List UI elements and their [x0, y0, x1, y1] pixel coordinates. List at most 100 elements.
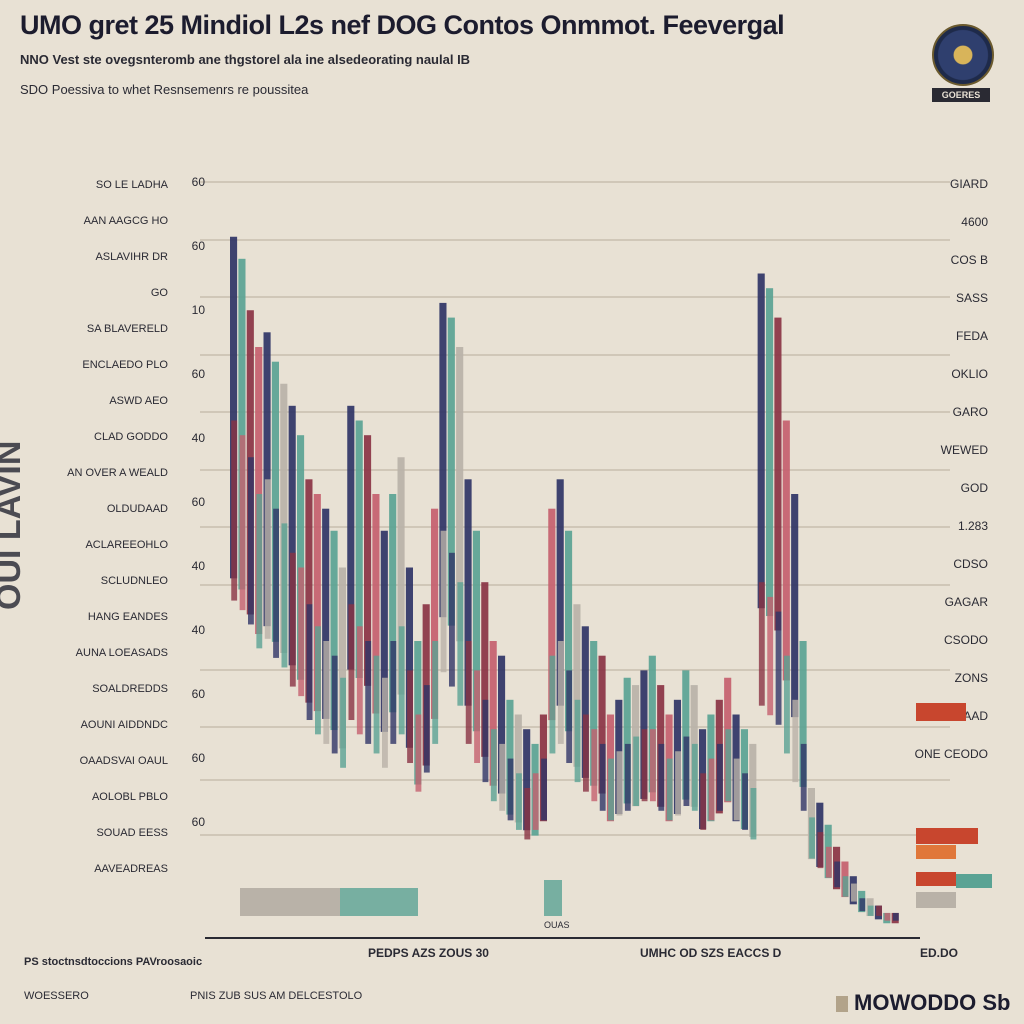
- bottom-bar-teal: [340, 888, 418, 916]
- bar-lower: [449, 552, 455, 687]
- bar-upper: [330, 530, 338, 731]
- bar-upper: [431, 508, 439, 719]
- bar-lower: [591, 729, 598, 802]
- y-tick-label: 60: [192, 495, 206, 509]
- right-tick-label: FEDA: [956, 329, 988, 343]
- bar-upper: [623, 677, 631, 804]
- left-tick-label: HANG EANDES: [88, 611, 168, 623]
- bar-lower: [541, 758, 547, 821]
- bar-upper: [757, 273, 765, 609]
- bar-lower: [306, 604, 313, 721]
- bar-upper: [297, 435, 305, 680]
- bar-upper: [389, 494, 397, 713]
- bar-lower: [608, 758, 614, 821]
- bar-upper: [598, 655, 606, 794]
- bar-upper: [498, 655, 506, 794]
- bar-lower: [633, 736, 640, 807]
- legend-swatch-orange: [916, 845, 956, 859]
- y-tick-label: 60: [192, 751, 206, 765]
- page-subtitle: NNO Vest ste ovegsnteromb ane thgstorel …: [20, 52, 471, 67]
- bar-lower: [298, 567, 305, 697]
- left-tick-label: SOUAD EESS: [96, 827, 168, 839]
- bar-lower: [348, 604, 355, 721]
- y-tick-label: 40: [192, 623, 206, 637]
- bar-upper: [581, 626, 589, 778]
- bar-upper: [799, 641, 807, 787]
- bar-lower: [239, 435, 246, 611]
- bar-lower: [432, 641, 439, 744]
- right-tick-label: COS B: [951, 253, 988, 267]
- footer-mid-text: PNIS ZUB SUS AM DELCESTOLO: [190, 990, 363, 1002]
- bar-upper: [288, 405, 296, 666]
- bar-upper: [590, 641, 598, 786]
- bar-upper: [414, 641, 422, 785]
- bar-upper: [230, 236, 238, 579]
- bar-upper: [464, 479, 472, 706]
- right-tick-label: CSODO: [944, 633, 988, 647]
- bar-lower: [440, 530, 447, 673]
- bar-lower: [557, 641, 564, 744]
- left-tick-label: CLAD GODDO: [94, 431, 168, 443]
- x-label-2: UMHC OD SZS EACCS D: [640, 946, 782, 960]
- bar-upper: [422, 604, 430, 766]
- bar-lower: [373, 655, 380, 754]
- footer-brand: MOWODDO Sb: [836, 990, 1010, 1016]
- legend-swatch-grey: [916, 892, 956, 908]
- bar-lower: [423, 685, 430, 773]
- right-tick-label: GIARD: [950, 177, 988, 191]
- bar-upper: [782, 420, 790, 681]
- bar-lower: [842, 876, 849, 897]
- bar-upper: [338, 567, 346, 749]
- bar-lower: [775, 611, 782, 725]
- bar-upper: [238, 258, 246, 590]
- bar-upper: [565, 530, 573, 732]
- bar-lower: [809, 817, 815, 859]
- bar-upper: [263, 332, 271, 627]
- right-tick-label: WEWED: [941, 443, 989, 457]
- x-label-3: ED.DO: [920, 946, 959, 960]
- bar-lower: [691, 743, 698, 811]
- bar-lower: [415, 714, 422, 792]
- bar-upper: [255, 347, 263, 635]
- bar-upper: [355, 420, 363, 679]
- bar-lower: [700, 773, 707, 830]
- bar-upper: [791, 494, 799, 718]
- left-tick-label: SO LE LADHA: [96, 179, 169, 191]
- bar-lower: [457, 582, 464, 706]
- bottom-bar-small: [544, 880, 562, 916]
- left-tick-label: AOLOBL PBLO: [92, 791, 168, 803]
- bar-lower: [289, 552, 296, 687]
- bar-upper: [766, 288, 774, 617]
- bar-upper: [523, 729, 531, 831]
- bar-lower: [750, 788, 757, 840]
- right-tick-label: GARO: [953, 405, 988, 419]
- y-tick-label: 60: [192, 367, 206, 381]
- bar-upper: [556, 479, 564, 706]
- bar-lower: [892, 912, 899, 921]
- left-tick-label: OLDUDAAD: [107, 503, 168, 515]
- y-tick-label: 60: [192, 687, 206, 701]
- left-tick-label: ASLAVIHR DR: [95, 251, 168, 263]
- left-tick-label: AUNA LOEASADS: [76, 647, 168, 659]
- bar-upper: [405, 567, 413, 748]
- bar-lower: [583, 714, 589, 792]
- bar-lower: [767, 596, 774, 716]
- bar-lower: [717, 743, 723, 811]
- bottom-bar-grey: [240, 888, 340, 916]
- bar-upper: [648, 655, 656, 793]
- left-tick-label: SOALDREDDS: [92, 683, 168, 695]
- bar-lower: [248, 457, 254, 625]
- y-tick-label: 40: [192, 431, 206, 445]
- bar-lower: [382, 677, 388, 768]
- x-label-1: PEDPS AZS ZOUS 30: [368, 946, 489, 960]
- bar-lower: [281, 523, 288, 668]
- bar-upper: [506, 699, 514, 815]
- bar-lower: [834, 861, 841, 888]
- bar-lower: [315, 626, 321, 735]
- bar-lower: [650, 729, 656, 802]
- bar-lower: [390, 641, 397, 744]
- bar-lower: [516, 773, 522, 830]
- right-tick-label: SASS: [956, 291, 988, 305]
- bar-lower: [876, 905, 882, 916]
